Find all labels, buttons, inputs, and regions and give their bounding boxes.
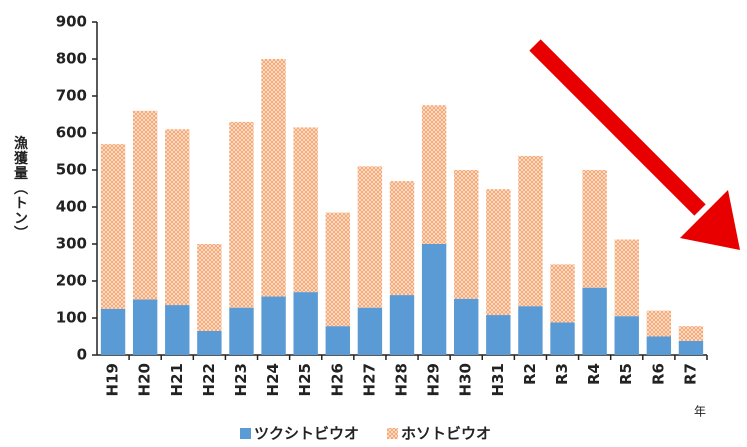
bar-segment <box>454 170 479 299</box>
bar-segment <box>582 170 607 288</box>
bar-segment <box>100 144 126 309</box>
bar-segment <box>357 166 383 308</box>
bar-segment <box>357 307 383 355</box>
x-tick-label: H31 <box>489 363 507 396</box>
bar-segment <box>646 336 672 355</box>
bar-segment <box>389 181 415 296</box>
bar-segment <box>389 295 415 355</box>
x-tick-label: H22 <box>200 363 218 396</box>
x-tick-label: H30 <box>457 363 475 396</box>
y-tick-label: 500 <box>56 161 87 179</box>
y-tick-label: 700 <box>56 87 87 105</box>
y-tick-label: 400 <box>56 198 87 216</box>
y-tick-label: 200 <box>56 272 87 290</box>
x-tick-label: R5 <box>617 363 635 385</box>
bar-segment <box>197 244 222 331</box>
bar-segment <box>614 239 639 317</box>
legend-label: ホソトビウオ <box>401 425 491 443</box>
bar-segment <box>518 155 543 307</box>
bar-segment <box>165 129 190 306</box>
bar-segment <box>421 244 447 355</box>
bar-segment <box>646 310 672 337</box>
bar-segment <box>486 189 511 316</box>
legend-swatch <box>387 428 399 439</box>
bar-segment <box>197 330 222 355</box>
x-tick-label: H27 <box>360 363 378 396</box>
bar-segment <box>678 340 704 355</box>
bar-segment <box>678 326 704 341</box>
bar-segment <box>261 59 286 297</box>
x-tick-label: R7 <box>681 363 699 385</box>
y-axis-label: 漁獲量（トン） <box>12 135 29 241</box>
x-axis-label: 年 <box>694 405 706 419</box>
bar-segment <box>132 110 158 300</box>
bar-segment <box>486 315 511 355</box>
legend-swatch <box>240 428 251 439</box>
x-tick-label: H19 <box>104 363 122 396</box>
bar-segment <box>550 264 575 323</box>
y-tick-label: 600 <box>56 124 87 142</box>
decoration-arrow <box>529 39 740 250</box>
x-tick-label: H23 <box>232 363 250 396</box>
bar-segment <box>229 307 254 355</box>
bar-segment <box>165 305 190 355</box>
bar-segment <box>518 306 543 355</box>
x-tick-label: H21 <box>168 363 186 396</box>
x-tick-label: R4 <box>585 363 603 385</box>
y-tick-label: 300 <box>56 235 87 253</box>
x-tick-label: H26 <box>328 363 346 396</box>
x-tick-label: H25 <box>296 363 314 396</box>
legend-label: ツクシトビウオ <box>254 425 359 443</box>
x-tick-label: R3 <box>553 363 571 385</box>
bar-segment <box>325 212 350 327</box>
bar-segment <box>582 287 607 355</box>
x-tick-label: H28 <box>393 363 411 396</box>
x-tick-label: H20 <box>136 363 154 396</box>
bar-segment <box>261 296 286 355</box>
bar-segment <box>454 298 479 355</box>
bar-segment <box>325 326 350 355</box>
x-tick-label: H24 <box>264 363 282 396</box>
bar-segment <box>614 316 639 355</box>
y-tick-label: 100 <box>56 309 87 327</box>
x-tick-label: H29 <box>425 363 443 396</box>
x-tick-label: R6 <box>649 363 667 385</box>
bar-segment <box>550 322 575 355</box>
y-tick-label: 0 <box>77 346 87 364</box>
bar-segment <box>421 105 447 244</box>
bar-segment <box>229 121 254 308</box>
x-tick-label: R2 <box>521 363 539 385</box>
y-tick-label: 900 <box>56 13 87 31</box>
bar-segment <box>100 308 126 355</box>
bar-segment <box>293 127 318 293</box>
bar-segment <box>293 292 318 355</box>
y-tick-label: 800 <box>56 50 87 68</box>
bar-segment <box>132 299 158 355</box>
